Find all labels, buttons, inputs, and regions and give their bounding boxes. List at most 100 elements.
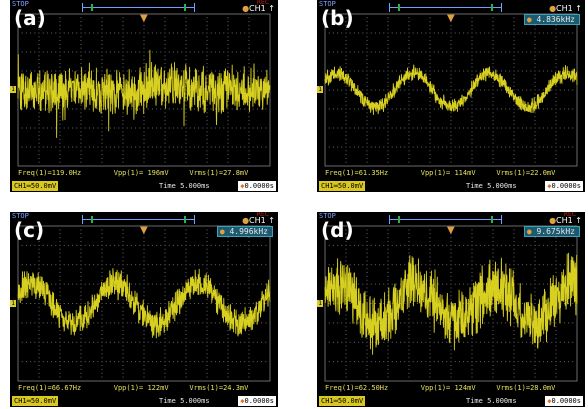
grid-dot <box>164 55 166 57</box>
grid-dot <box>408 40 410 42</box>
grid-dot <box>105 32 107 34</box>
grid-dot <box>235 108 237 110</box>
grid-dot <box>568 361 570 363</box>
grid-dot <box>555 59 557 61</box>
grid-dot <box>227 361 229 363</box>
grid-dot <box>471 295 473 297</box>
grid-dot <box>534 59 536 61</box>
grid-dot <box>345 138 347 140</box>
grid-dot <box>122 349 124 351</box>
vertical-scale[interactable]: CH1═50.0mV <box>12 396 59 406</box>
grid-dot <box>370 380 372 382</box>
grid-dot <box>517 361 519 363</box>
grid-dot <box>231 51 233 53</box>
grid-dot <box>353 51 355 53</box>
grid-dot <box>101 345 103 347</box>
grid-dot <box>122 326 124 328</box>
grid-dot <box>168 322 170 324</box>
grid-dot <box>534 112 536 114</box>
grid-dot <box>101 40 103 42</box>
grid-dot <box>139 264 141 266</box>
grid-dot <box>21 13 23 15</box>
grid-dot <box>164 256 166 258</box>
grid-dot <box>370 146 372 148</box>
grid-dot <box>240 165 242 167</box>
grid-dot <box>555 256 557 258</box>
grid-dot <box>366 161 368 163</box>
grid-dot <box>55 51 57 53</box>
grid-dot <box>269 252 271 254</box>
grid-dot <box>80 55 82 57</box>
grid-dot <box>118 225 120 227</box>
grid-dot <box>404 380 406 382</box>
trigger-position-readout[interactable]: ◆0.0000s <box>238 181 276 191</box>
grid-dot <box>139 127 141 129</box>
trigger-position-readout[interactable]: ◆0.0000s <box>238 396 276 406</box>
grid-dot <box>341 322 343 324</box>
vertical-scale[interactable]: CH1═50.0mV <box>319 181 366 191</box>
grid-dot <box>337 146 339 148</box>
grid-dot <box>555 318 557 320</box>
grid-dot <box>101 306 103 308</box>
grid-dot <box>193 13 195 15</box>
grid-dot <box>337 380 339 382</box>
vertical-scale[interactable]: CH1═50.0mV <box>319 396 366 406</box>
measurement-vrms: Vrms(1)=24.3mV <box>189 384 249 392</box>
grid-dot <box>450 225 452 227</box>
grid-dot <box>72 283 74 285</box>
grid-dot <box>185 337 187 339</box>
timebase-readout[interactable]: Time 5.000ms <box>159 397 210 405</box>
grid-dot <box>324 17 326 19</box>
grid-dot <box>76 283 78 285</box>
grid-dot <box>324 123 326 125</box>
grid-dot <box>231 244 233 246</box>
grid-dot <box>429 112 431 114</box>
grid-dot <box>429 78 431 80</box>
grid-dot <box>38 264 40 266</box>
grid-dot <box>534 244 536 246</box>
grid-dot <box>25 13 27 15</box>
measurement-row: Freq(1)=66.67Hz Vpp(1)= 122mV Vrms(1)=24.3… <box>18 384 270 395</box>
channel-1-ground-icon: 1 <box>10 86 16 93</box>
grid-dot <box>76 70 78 72</box>
grid-dot <box>80 380 82 382</box>
grid-dot <box>450 322 452 324</box>
grid-dot <box>38 108 40 110</box>
grid-dot <box>572 322 574 324</box>
grid-dot <box>38 66 40 68</box>
grid-dot <box>130 264 132 266</box>
memory-position-bar <box>389 215 502 224</box>
grid-dot <box>38 229 40 231</box>
grid-dot <box>46 13 48 15</box>
grid-dot <box>198 264 200 266</box>
grid-dot <box>429 123 431 125</box>
timebase-readout[interactable]: Time 5.000ms <box>466 397 517 405</box>
grid-dot <box>202 225 204 227</box>
grid-dot <box>463 283 465 285</box>
grid-dot <box>492 368 494 370</box>
timebase-readout[interactable]: Time 5.000ms <box>466 182 517 190</box>
grid-dot <box>492 116 494 118</box>
grid-dot <box>429 376 431 378</box>
grid-dot <box>454 341 456 343</box>
grid-dot <box>572 341 574 343</box>
grid-dot <box>450 142 452 144</box>
grid-dot <box>122 43 124 45</box>
grid-dot <box>563 70 565 72</box>
grid-dot <box>542 51 544 53</box>
grid-dot <box>555 326 557 328</box>
grid-dot <box>223 32 225 34</box>
vertical-scale[interactable]: CH1═50.0mV <box>12 181 59 191</box>
grid-dot <box>30 361 32 363</box>
grid-dot <box>475 283 477 285</box>
timebase-readout[interactable]: Time 5.000ms <box>159 182 210 190</box>
grid-dot <box>101 268 103 270</box>
grid-dot <box>366 372 368 374</box>
trigger-position-readout[interactable]: ◆0.0000s <box>545 181 583 191</box>
grid-dot <box>416 244 418 246</box>
grid-dot <box>345 81 347 83</box>
grid-dot <box>471 66 473 68</box>
grid-dot <box>379 127 381 129</box>
trigger-position-readout[interactable]: ◆0.0000s <box>545 396 583 406</box>
grid-dot <box>446 13 448 15</box>
